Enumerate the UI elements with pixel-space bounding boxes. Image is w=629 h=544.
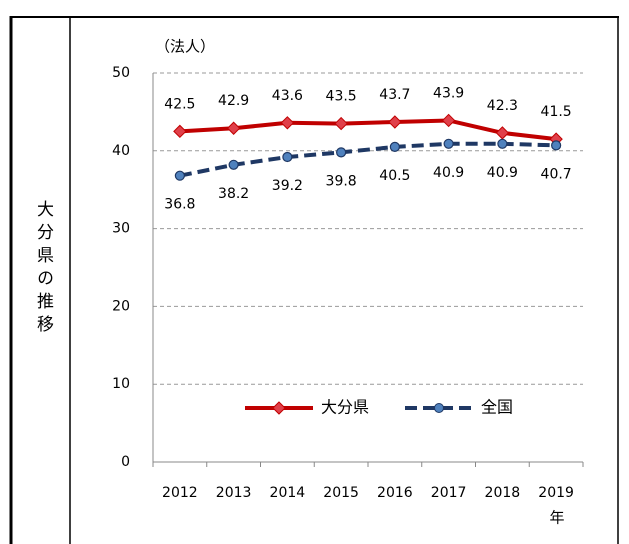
marker [174, 170, 185, 181]
x-tick-label: 2012 [162, 485, 198, 501]
x-tick-label: 2018 [485, 485, 521, 501]
data-label: 42.3 [487, 98, 518, 114]
data-label: 43.7 [379, 87, 410, 103]
data-label: 42.5 [164, 96, 195, 112]
data-label: 38.2 [218, 186, 249, 202]
legend-label: 大分県 [321, 398, 369, 417]
data-label: 43.6 [272, 88, 303, 104]
marker [551, 140, 562, 151]
marker [389, 141, 400, 153]
data-label: 40.9 [433, 165, 464, 181]
marker [336, 147, 347, 158]
data-label: 42.9 [218, 93, 249, 109]
marker [226, 121, 241, 135]
x-tick-label: 2019 [538, 485, 574, 501]
data-label: 43.5 [326, 89, 357, 105]
marker [388, 115, 402, 129]
series-line [179, 141, 557, 178]
x-tick-label: 2013 [216, 485, 252, 501]
x-axis-label: 年 [549, 509, 564, 527]
side-label: 大分県の推移 [33, 200, 53, 338]
marker [228, 159, 239, 170]
y-axis-label: （法人） [155, 38, 215, 56]
y-tick-label: 30 [112, 221, 130, 237]
marker [173, 124, 187, 139]
marker [280, 116, 295, 130]
data-label: 36.8 [164, 197, 195, 213]
legend-marker [434, 403, 444, 413]
marker [443, 138, 454, 149]
x-tick-label: 2017 [431, 485, 467, 501]
y-tick-label: 0 [121, 454, 130, 470]
legend-label: 全国 [481, 398, 513, 417]
marker [282, 151, 293, 163]
y-tick-label: 10 [112, 376, 130, 392]
marker [495, 126, 510, 140]
data-label: 40.9 [487, 165, 518, 181]
series-line [179, 118, 557, 142]
y-tick-label: 40 [112, 143, 130, 159]
marker [441, 113, 456, 128]
marker [334, 116, 348, 131]
legend-marker [272, 401, 286, 415]
data-label: 40.5 [379, 168, 410, 184]
x-tick-label: 2015 [323, 485, 359, 501]
x-tick-label: 2016 [377, 485, 413, 501]
y-tick-label: 50 [112, 65, 130, 81]
data-label: 43.9 [433, 85, 464, 101]
data-label: 39.8 [326, 173, 357, 189]
y-tick-label: 20 [112, 298, 130, 314]
marker [497, 138, 508, 149]
data-label: 41.5 [541, 104, 572, 120]
data-label: 39.2 [272, 178, 303, 194]
x-tick-label: 2014 [270, 485, 306, 501]
data-label: 40.7 [541, 166, 572, 182]
